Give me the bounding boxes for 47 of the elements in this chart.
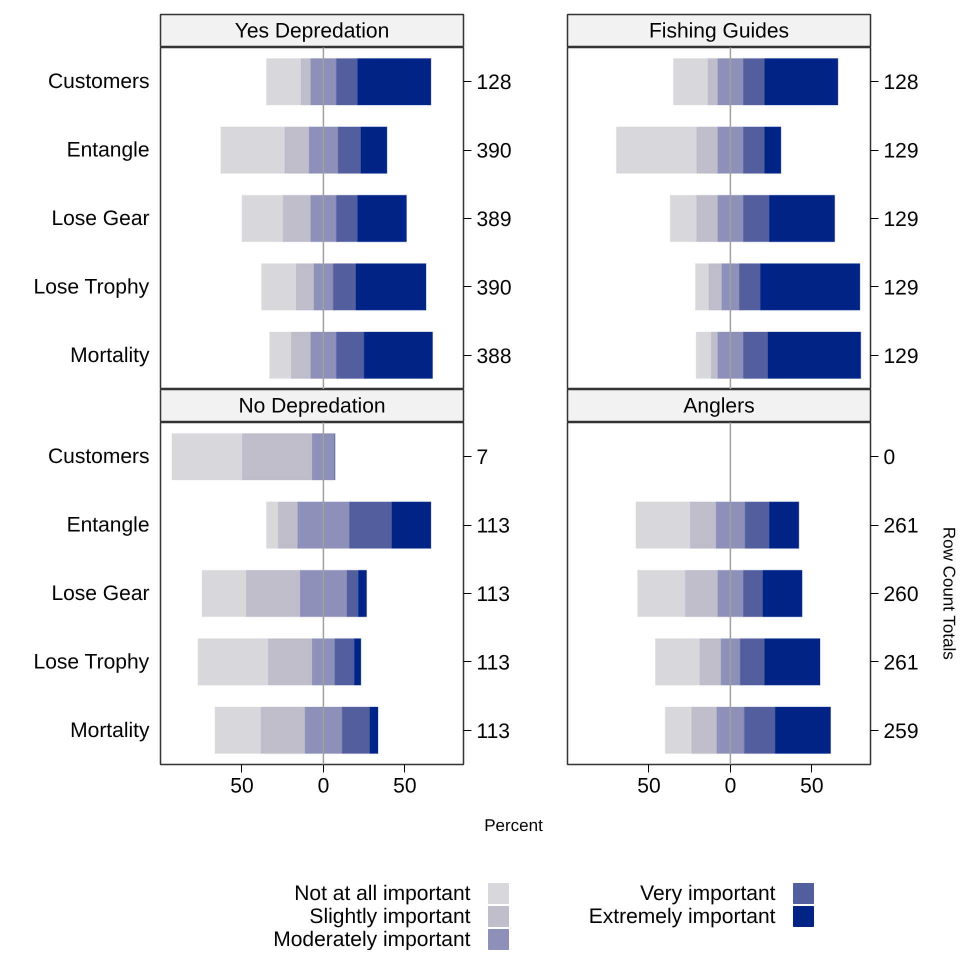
text: 261 [884, 514, 919, 538]
text: 113 [476, 514, 510, 538]
legend-label: Very important [640, 882, 776, 905]
text: 388 [476, 344, 512, 368]
y2-axis-title: Row Count Totals [940, 526, 959, 660]
y-tick-label: Lose Gear [51, 582, 150, 605]
legend-label: Slightly important [309, 905, 471, 928]
x-tick-label: 0 [318, 774, 330, 798]
y-tick-label: Lose Trophy [34, 275, 150, 298]
text: 128 [476, 71, 512, 94]
text: 390 [476, 140, 512, 163]
y-tick-label: Entangle [66, 514, 150, 537]
y-tick-label: Entangle [66, 138, 150, 162]
text: 129 [884, 344, 919, 368]
x-tick-label: 0 [724, 774, 736, 798]
x-tick-label: 50 [393, 774, 417, 798]
text: 389 [476, 208, 512, 231]
legend-label: Moderately important [273, 928, 471, 951]
y-tick-label: Mortality [70, 718, 150, 742]
text: 129 [884, 140, 919, 163]
y-tick-label: Lose Gear [51, 207, 150, 230]
chart-title: Fishing Guides [648, 20, 790, 42]
chart-title: Yes Depredation [234, 20, 390, 42]
legend-label: Not at all important [294, 882, 471, 905]
text: 7 [476, 446, 488, 470]
text: 129 [884, 276, 919, 300]
text: 390 [476, 276, 512, 300]
legend-label: Extremely important [588, 905, 776, 928]
text: 129 [884, 208, 919, 231]
y-tick-label: Customers [48, 70, 150, 94]
text: 261 [884, 651, 919, 674]
text: 113 [476, 720, 510, 743]
y-tick-label: Lose Trophy [34, 650, 150, 674]
y-tick-label: Customers [48, 445, 150, 468]
text: 113 [476, 651, 510, 674]
y-tick-label: Mortality [70, 344, 150, 367]
text: 113 [476, 583, 510, 606]
text: 259 [884, 720, 919, 743]
x-tick-label: 50 [230, 774, 254, 798]
chart-title: Anglers [683, 394, 755, 418]
x-axis-title: Percent [484, 816, 544, 835]
text: 128 [884, 71, 919, 94]
x-tick-label: 50 [800, 774, 824, 798]
text: 260 [884, 583, 919, 606]
chart-title: No Depredation [238, 394, 386, 418]
text: 0 [884, 446, 896, 470]
x-tick-label: 50 [637, 774, 661, 798]
